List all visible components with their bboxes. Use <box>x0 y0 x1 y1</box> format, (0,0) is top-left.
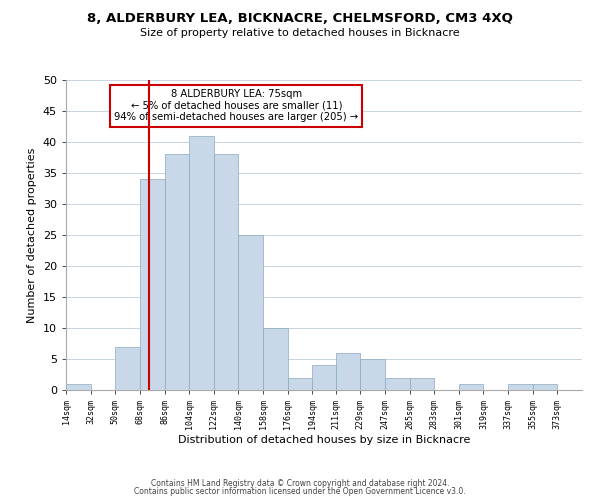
Bar <box>459 384 484 390</box>
Text: 8 ALDERBURY LEA: 75sqm
← 5% of detached houses are smaller (11)
94% of semi-deta: 8 ALDERBURY LEA: 75sqm ← 5% of detached … <box>114 90 358 122</box>
Bar <box>508 384 533 390</box>
Text: 8, ALDERBURY LEA, BICKNACRE, CHELMSFORD, CM3 4XQ: 8, ALDERBURY LEA, BICKNACRE, CHELMSFORD,… <box>87 12 513 26</box>
Bar <box>288 378 313 390</box>
Bar <box>189 136 214 390</box>
Bar <box>140 179 164 390</box>
Text: Size of property relative to detached houses in Bicknacre: Size of property relative to detached ho… <box>140 28 460 38</box>
Bar <box>360 359 385 390</box>
Bar <box>313 365 335 390</box>
Bar <box>115 346 140 390</box>
Bar <box>66 384 91 390</box>
Bar <box>410 378 434 390</box>
Bar <box>335 353 360 390</box>
Text: Contains HM Land Registry data © Crown copyright and database right 2024.: Contains HM Land Registry data © Crown c… <box>151 478 449 488</box>
Bar <box>263 328 288 390</box>
Y-axis label: Number of detached properties: Number of detached properties <box>27 148 37 322</box>
Bar <box>238 235 263 390</box>
Bar <box>164 154 189 390</box>
Bar <box>385 378 410 390</box>
X-axis label: Distribution of detached houses by size in Bicknacre: Distribution of detached houses by size … <box>178 434 470 444</box>
Bar <box>533 384 557 390</box>
Bar <box>214 154 238 390</box>
Text: Contains public sector information licensed under the Open Government Licence v3: Contains public sector information licen… <box>134 487 466 496</box>
